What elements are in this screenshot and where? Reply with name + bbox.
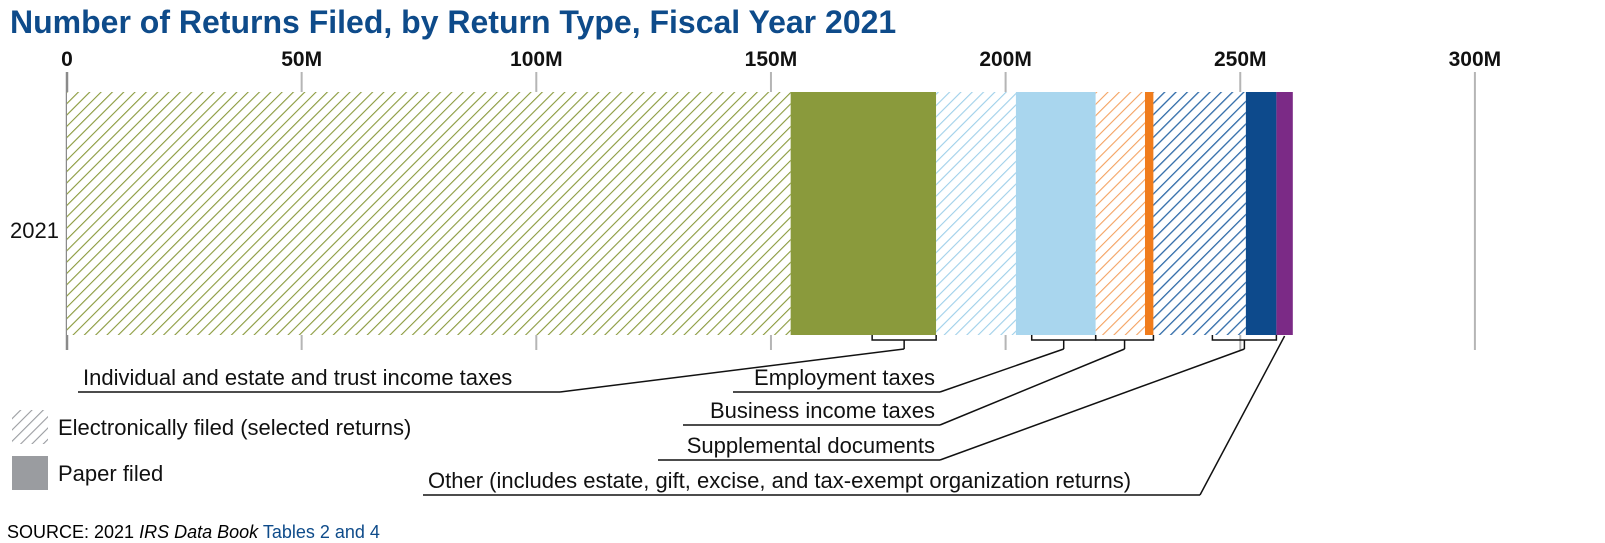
leader-line xyxy=(939,348,1125,426)
group-bracket xyxy=(1211,335,1278,341)
bar-segment xyxy=(67,92,791,335)
bar-segment xyxy=(1095,92,1145,335)
source-publication: IRS Data Book xyxy=(139,522,259,542)
category-label: 2021 xyxy=(10,218,59,243)
annotation-label: Business income taxes xyxy=(710,398,935,423)
x-tick-label: 150M xyxy=(745,48,798,71)
x-tick-label: 300M xyxy=(1449,48,1502,71)
bar-segment xyxy=(790,92,937,335)
group-bracket xyxy=(871,335,937,341)
source-link[interactable]: Tables 2 and 4 xyxy=(262,522,380,542)
category-axis: 2021 xyxy=(10,218,59,243)
source-note: SOURCE: 2021 IRS Data Book Tables 2 and … xyxy=(7,522,380,543)
x-axis-ticks: 0 50M 100M 150M 200M 250M 300M xyxy=(61,48,1501,71)
annotation-label: Employment taxes xyxy=(754,365,935,390)
bar-segment xyxy=(1245,92,1277,335)
x-tick-label: 250M xyxy=(1214,48,1267,71)
bar-segment xyxy=(1144,92,1154,335)
leader-line xyxy=(1199,335,1286,496)
x-tick-label: 200M xyxy=(979,48,1032,71)
annotation-label: Individual and estate and trust income t… xyxy=(83,365,512,390)
x-tick-label: 100M xyxy=(510,48,563,71)
bar-segments xyxy=(67,92,1293,335)
leader-line xyxy=(939,348,1245,461)
group-bracket xyxy=(1094,335,1155,341)
leader-line xyxy=(559,348,905,393)
bar-segment xyxy=(1015,92,1096,335)
legend-label: Electronically filed (selected returns) xyxy=(58,415,411,440)
legend: Electronically filed (selected returns) P… xyxy=(12,410,411,490)
bar-segment xyxy=(1276,92,1293,335)
leader-line xyxy=(939,348,1064,393)
chart-title: Number of Returns Filed, by Return Type,… xyxy=(10,4,897,40)
annotation-label: Supplemental documents xyxy=(687,433,935,458)
legend-label: Paper filed xyxy=(58,461,163,486)
stacked-bar-chart: 0 50M 100M 150M 200M 250M 300M 2021 Individual… xyxy=(10,48,1501,496)
annotations: Individual and estate and trust income t… xyxy=(78,335,1286,496)
bar-segment xyxy=(1153,92,1246,335)
bar-segment xyxy=(936,92,1016,335)
legend-swatch xyxy=(12,410,48,444)
group-bracket xyxy=(1030,335,1097,341)
source-prefix: SOURCE: 2021 xyxy=(7,522,140,542)
annotation-label: Other (includes estate, gift, excise, an… xyxy=(428,468,1131,493)
x-tick-label: 0 xyxy=(61,48,73,71)
legend-swatch xyxy=(12,456,48,490)
x-tick-label: 50M xyxy=(281,48,322,71)
